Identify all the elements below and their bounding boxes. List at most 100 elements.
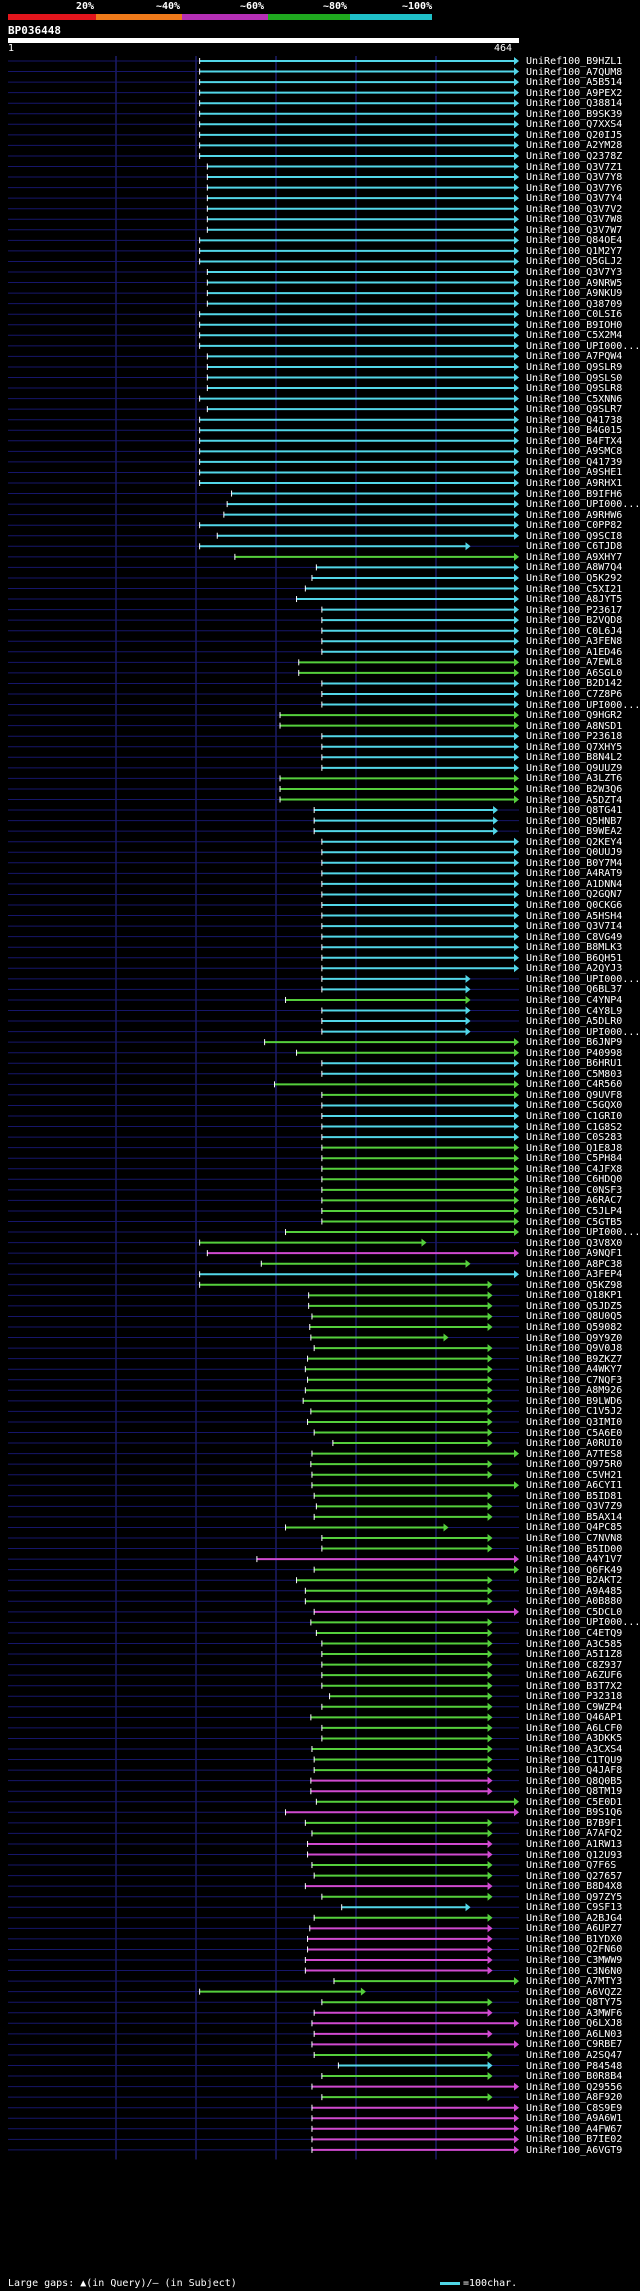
hit-label[interactable]: UniRef100_Q8TG41 [526,805,623,817]
hit-label[interactable]: UniRef100_A9PEX2 [526,87,623,99]
hit-label[interactable]: UniRef100_C8Z937 [526,1659,623,1671]
hit-label[interactable]: UniRef100_A6ZUF6 [526,1670,623,1682]
hit-label[interactable]: UniRef100_A9SMC8 [526,446,623,458]
hit-label[interactable]: UniRef100_P84548 [526,2060,623,2072]
hit-label[interactable]: UniRef100_A5I1Z8 [526,1649,623,1661]
hit-label[interactable]: UniRef100_A4Y1V7 [526,1554,623,1566]
hit-label[interactable]: UniRef100_A5DZT4 [526,794,623,806]
hit-label[interactable]: UniRef100_C4YNP4 [526,994,623,1006]
hit-label[interactable]: UniRef100_UPI000... [526,699,640,711]
hit-label[interactable]: UniRef100_C5JLP4 [526,1205,623,1217]
hit-label[interactable]: UniRef100_A8F920 [526,2092,623,2104]
hit-label[interactable]: UniRef100_B2D142 [526,678,623,690]
hit-label[interactable]: UniRef100_Q8TM19 [526,1786,623,1798]
hit-label[interactable]: UniRef100_B0Y7M4 [526,857,623,869]
hit-label[interactable]: UniRef100_B8N4L2 [526,752,623,764]
hit-label[interactable]: UniRef100_A9NKU9 [526,288,623,300]
hit-label[interactable]: UniRef100_Q1E8J8 [526,1142,623,1154]
hit-label[interactable]: UniRef100_B8MLK3 [526,942,623,954]
hit-label[interactable]: UniRef100_A2YM28 [526,140,623,152]
hit-label[interactable]: UniRef100_A6SGL0 [526,667,623,679]
hit-label[interactable]: UniRef100_A3DKK5 [526,1733,623,1745]
hit-label[interactable]: UniRef100_B9WEA2 [526,826,623,838]
hit-label[interactable]: UniRef100_A5DLR0 [526,1016,623,1028]
hit-label[interactable]: UniRef100_A7MTY3 [526,1976,623,1988]
hit-label[interactable]: UniRef100_Q6BL37 [526,984,623,996]
hit-label[interactable]: UniRef100_Q38814 [526,98,623,110]
hit-label[interactable]: UniRef100_C4R560 [526,1079,623,1091]
hit-label[interactable]: UniRef100_B2AKT2 [526,1575,623,1587]
hit-label[interactable]: UniRef100_Q5JDZ5 [526,1300,623,1312]
hit-label[interactable]: UniRef100_A0RUI0 [526,1438,623,1450]
hit-label[interactable]: UniRef100_Q59082 [526,1322,623,1333]
hit-label[interactable]: UniRef100_Q3V7Y3 [526,267,623,278]
hit-label[interactable]: UniRef100_B9IOH0 [526,319,623,331]
hit-label[interactable]: UniRef100_B9HZL1 [526,56,623,67]
hit-label[interactable]: UniRef100_A3CXS4 [526,1744,623,1755]
hit-label[interactable]: UniRef100_C0NSF3 [526,1184,623,1196]
hit-label[interactable]: UniRef100_A1ED46 [526,646,623,658]
hit-label[interactable]: UniRef100_Q1M2Y7 [526,245,623,257]
hit-label[interactable]: UniRef100_Q4JAF8 [526,1765,623,1777]
hit-label[interactable]: UniRef100_Q3V7W7 [526,224,623,236]
hit-label[interactable]: UniRef100_B7B9F1 [526,1817,623,1829]
hit-label[interactable]: UniRef100_C8S9E9 [526,2102,623,2114]
hit-label[interactable]: UniRef100_Q0CKG6 [526,900,623,911]
hit-label[interactable]: UniRef100_Q5K292 [526,572,623,584]
hit-label[interactable]: UniRef100_B6QH51 [526,952,623,964]
hit-label[interactable]: UniRef100_B0R8B4 [526,2071,623,2083]
hit-label[interactable]: UniRef100_Q6FK49 [526,1564,623,1576]
hit-label[interactable]: UniRef100_C1V5J2 [526,1406,623,1418]
hit-label[interactable]: UniRef100_A8NSD1 [526,720,623,732]
hit-label[interactable]: UniRef100_A8PC38 [526,1258,623,1270]
hit-label[interactable]: UniRef100_B6HRU1 [526,1058,623,1070]
hit-label[interactable]: UniRef100_B9LWD6 [526,1395,623,1407]
hit-label[interactable]: UniRef100_P40998 [526,1047,623,1059]
hit-label[interactable]: UniRef100_A9NQF1 [526,1248,623,1260]
hit-label[interactable]: UniRef100_B2VQD8 [526,615,623,627]
hit-label[interactable]: UniRef100_Q9SLR7 [526,404,623,416]
hit-label[interactable]: UniRef100_C5A6E0 [526,1427,623,1439]
hit-label[interactable]: UniRef100_A3FEP4 [526,1269,623,1281]
hit-label[interactable]: UniRef100_UPI000... [526,1227,640,1239]
hit-label[interactable]: UniRef100_C1G8S2 [526,1121,623,1133]
hit-label[interactable]: UniRef100_C7NQF3 [526,1374,623,1386]
hit-label[interactable]: UniRef100_C5VH21 [526,1469,623,1481]
hit-label[interactable]: UniRef100_C0L6J4 [526,625,623,637]
hit-label[interactable]: UniRef100_C7Z8P6 [526,689,623,700]
hit-label[interactable]: UniRef100_A9RHX1 [526,478,623,489]
hit-label[interactable]: UniRef100_C5DCL0 [526,1606,623,1618]
hit-label[interactable]: UniRef100_UPI000... [526,973,640,985]
hit-label[interactable]: UniRef100_A4WKY7 [526,1364,623,1376]
hit-label[interactable]: UniRef100_A2SQ47 [526,2049,623,2061]
hit-label[interactable]: UniRef100_B8D4X8 [526,1881,623,1893]
hit-label[interactable]: UniRef100_Q9SLR9 [526,361,623,373]
hit-label[interactable]: UniRef100_A7EWL8 [526,657,623,669]
hit-label[interactable]: UniRef100_A3FEN8 [526,636,623,648]
hit-label[interactable]: UniRef100_B6JNP9 [526,1037,623,1049]
hit-label[interactable]: UniRef100_A6VQZ2 [526,1986,623,1998]
hit-label[interactable]: UniRef100_C4Y8L9 [526,1005,623,1017]
hit-label[interactable]: UniRef100_Q3V7Y4 [526,193,623,205]
hit-label[interactable]: UniRef100_Q975R0 [526,1459,623,1471]
hit-label[interactable]: UniRef100_Q3V7I4 [526,921,623,933]
hit-label[interactable]: UniRef100_Q3V7W8 [526,214,623,226]
hit-label[interactable]: UniRef100_A4RAT9 [526,868,623,880]
hit-label[interactable]: UniRef100_A9A6W1 [526,2113,623,2125]
hit-label[interactable]: UniRef100_A9RHW6 [526,509,623,521]
hit-label[interactable]: UniRef100_Q12U93 [526,1849,623,1861]
hit-label[interactable]: UniRef100_B1YDX0 [526,1933,623,1945]
hit-label[interactable]: UniRef100_C5GTB5 [526,1216,623,1228]
hit-label[interactable]: UniRef100_A6UPZ7 [526,1923,623,1935]
hit-label[interactable]: UniRef100_Q6LXJ8 [526,2018,623,2030]
hit-label[interactable]: UniRef100_C8VG49 [526,931,623,943]
hit-label[interactable]: UniRef100_Q18KP1 [526,1290,623,1302]
hit-label[interactable]: UniRef100_A1RW13 [526,1838,623,1850]
hit-label[interactable]: UniRef100_C0S283 [526,1132,623,1144]
hit-label[interactable]: UniRef100_Q7F6S [526,1860,617,1872]
hit-label[interactable]: UniRef100_Q5GLJ2 [526,256,623,268]
hit-label[interactable]: UniRef100_Q0UUJ9 [526,847,623,859]
hit-label[interactable]: UniRef100_B5ID00 [526,1543,623,1555]
hit-label[interactable]: UniRef100_Q8Q0B5 [526,1775,623,1787]
hit-label[interactable]: UniRef100_Q97ZY5 [526,1891,623,1903]
